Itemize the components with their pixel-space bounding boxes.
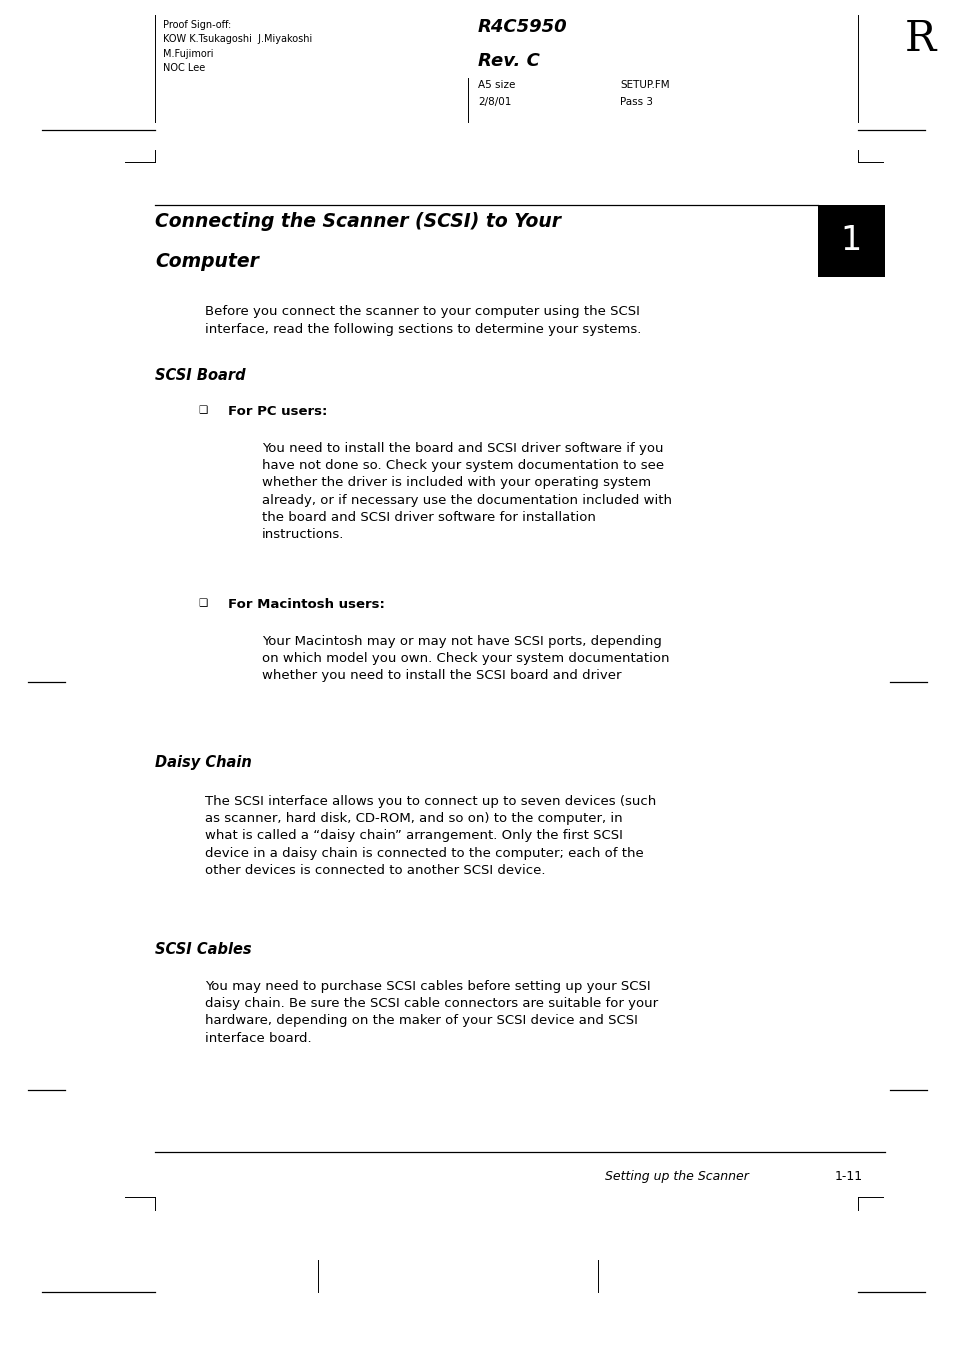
Text: Rev. C: Rev. C	[477, 51, 539, 70]
Text: Connecting the Scanner (SCSI) to Your: Connecting the Scanner (SCSI) to Your	[154, 212, 560, 231]
Text: For Macintosh users:: For Macintosh users:	[228, 598, 384, 611]
Text: Proof Sign-off:
KOW K.Tsukagoshi  J.Miyakoshi
M.Fujimori
NOC Lee: Proof Sign-off: KOW K.Tsukagoshi J.Miyak…	[163, 20, 312, 73]
Text: Computer: Computer	[154, 253, 258, 272]
Text: Your Macintosh may or may not have SCSI ports, depending
on which model you own.: Your Macintosh may or may not have SCSI …	[262, 635, 669, 682]
Bar	[817, 205, 884, 277]
Text: 1-11: 1-11	[834, 1170, 862, 1183]
Text: Pass 3: Pass 3	[619, 97, 652, 107]
Text: R4C5950: R4C5950	[477, 18, 567, 36]
Text: A5 size: A5 size	[477, 80, 515, 91]
Text: The SCSI interface allows you to connect up to seven devices (such
as scanner, h: The SCSI interface allows you to connect…	[205, 794, 656, 877]
Text: Setting up the Scanner: Setting up the Scanner	[604, 1170, 748, 1183]
Text: R: R	[904, 18, 936, 59]
Text: 1: 1	[840, 224, 862, 258]
Text: You may need to purchase SCSI cables before setting up your SCSI
daisy chain. Be: You may need to purchase SCSI cables bef…	[205, 979, 658, 1044]
Text: SETUP.FM: SETUP.FM	[619, 80, 669, 91]
Text: For PC users:: For PC users:	[228, 405, 327, 417]
Text: 2/8/01: 2/8/01	[477, 97, 511, 107]
Text: SCSI Board: SCSI Board	[154, 367, 245, 382]
Text: You need to install the board and SCSI driver software if you
have not done so. : You need to install the board and SCSI d…	[262, 442, 671, 540]
Text: ❑: ❑	[198, 598, 207, 608]
Text: SCSI Cables: SCSI Cables	[154, 942, 252, 957]
Text: ❑: ❑	[198, 405, 207, 415]
Text: Before you connect the scanner to your computer using the SCSI
interface, read t: Before you connect the scanner to your c…	[205, 305, 640, 335]
Text: Daisy Chain: Daisy Chain	[154, 755, 252, 770]
